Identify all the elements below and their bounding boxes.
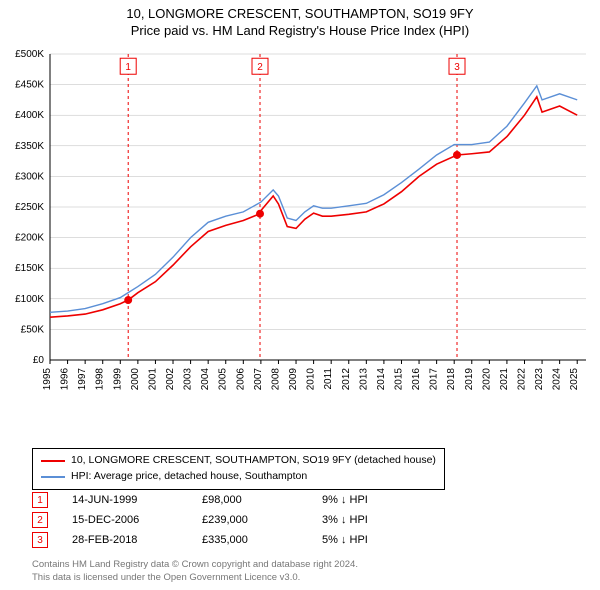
- svg-text:2015: 2015: [393, 368, 404, 391]
- svg-text:£250K: £250K: [15, 202, 44, 213]
- svg-text:1998: 1998: [95, 368, 106, 391]
- svg-text:2001: 2001: [147, 368, 158, 391]
- svg-text:2011: 2011: [323, 368, 334, 390]
- footer-line-2: This data is licensed under the Open Gov…: [32, 572, 358, 584]
- svg-text:1996: 1996: [60, 368, 71, 391]
- marker-diff-3: 5% ↓ HPI: [322, 534, 442, 546]
- svg-text:3: 3: [454, 62, 460, 73]
- svg-text:2004: 2004: [200, 368, 211, 391]
- svg-text:£450K: £450K: [15, 80, 44, 91]
- svg-text:£500K: £500K: [15, 49, 44, 60]
- marker-row-2: 2 15-DEC-2006 £239,000 3% ↓ HPI: [32, 510, 442, 530]
- svg-text:£50K: £50K: [21, 324, 45, 335]
- svg-text:2006: 2006: [235, 368, 246, 391]
- legend-row-hpi: HPI: Average price, detached house, Sout…: [41, 469, 436, 485]
- svg-text:1997: 1997: [77, 368, 88, 391]
- svg-text:2024: 2024: [552, 368, 563, 391]
- price-chart: £0£50K£100K£150K£200K£250K£300K£350K£400…: [50, 50, 590, 400]
- marker-row-3: 3 28-FEB-2018 £335,000 5% ↓ HPI: [32, 530, 442, 550]
- svg-text:2012: 2012: [341, 368, 352, 391]
- svg-text:2023: 2023: [534, 368, 545, 391]
- svg-text:2013: 2013: [358, 368, 369, 391]
- svg-text:2016: 2016: [411, 368, 422, 391]
- svg-text:£0: £0: [33, 355, 45, 366]
- svg-text:2007: 2007: [253, 368, 264, 391]
- marker-diff-2: 3% ↓ HPI: [322, 514, 442, 526]
- svg-text:2014: 2014: [376, 368, 387, 391]
- marker-date-1: 14-JUN-1999: [72, 494, 202, 506]
- svg-text:£100K: £100K: [15, 294, 44, 305]
- svg-text:2008: 2008: [270, 368, 281, 391]
- svg-text:2002: 2002: [165, 368, 176, 391]
- svg-text:2021: 2021: [499, 368, 510, 391]
- legend-swatch-hpi: [41, 476, 65, 478]
- marker-price-2: £239,000: [202, 514, 322, 526]
- svg-text:2025: 2025: [569, 368, 580, 391]
- footer: Contains HM Land Registry data © Crown c…: [32, 559, 358, 584]
- svg-text:1: 1: [125, 62, 131, 73]
- svg-text:2017: 2017: [429, 368, 440, 391]
- svg-text:2020: 2020: [481, 368, 492, 391]
- svg-text:£350K: £350K: [15, 141, 44, 152]
- svg-text:2018: 2018: [446, 368, 457, 391]
- svg-text:2005: 2005: [218, 368, 229, 391]
- svg-text:2003: 2003: [183, 368, 194, 391]
- title-block: 10, LONGMORE CRESCENT, SOUTHAMPTON, SO19…: [0, 0, 600, 40]
- marker-box-1: 1: [32, 492, 48, 508]
- marker-date-2: 15-DEC-2006: [72, 514, 202, 526]
- svg-text:£400K: £400K: [15, 110, 44, 121]
- svg-text:£150K: £150K: [15, 263, 44, 274]
- title-line-1: 10, LONGMORE CRESCENT, SOUTHAMPTON, SO19…: [0, 6, 600, 23]
- marker-row-1: 1 14-JUN-1999 £98,000 9% ↓ HPI: [32, 490, 442, 510]
- marker-date-3: 28-FEB-2018: [72, 534, 202, 546]
- title-line-2: Price paid vs. HM Land Registry's House …: [0, 23, 600, 40]
- marker-price-1: £98,000: [202, 494, 322, 506]
- marker-box-2: 2: [32, 512, 48, 528]
- marker-price-3: £335,000: [202, 534, 322, 546]
- svg-text:2019: 2019: [464, 368, 475, 391]
- footer-line-1: Contains HM Land Registry data © Crown c…: [32, 559, 358, 571]
- svg-text:2022: 2022: [516, 368, 527, 391]
- svg-text:1995: 1995: [42, 368, 53, 391]
- svg-text:£200K: £200K: [15, 233, 44, 244]
- svg-text:2009: 2009: [288, 368, 299, 391]
- svg-text:2010: 2010: [306, 368, 317, 391]
- svg-text:2000: 2000: [130, 368, 141, 391]
- legend-swatch-property: [41, 460, 65, 462]
- legend: 10, LONGMORE CRESCENT, SOUTHAMPTON, SO19…: [32, 448, 445, 490]
- svg-text:2: 2: [257, 62, 263, 73]
- legend-label-hpi: HPI: Average price, detached house, Sout…: [71, 469, 307, 485]
- chart-container: 10, LONGMORE CRESCENT, SOUTHAMPTON, SO19…: [0, 0, 600, 590]
- legend-label-property: 10, LONGMORE CRESCENT, SOUTHAMPTON, SO19…: [71, 453, 436, 469]
- legend-row-property: 10, LONGMORE CRESCENT, SOUTHAMPTON, SO19…: [41, 453, 436, 469]
- markers-table: 1 14-JUN-1999 £98,000 9% ↓ HPI 2 15-DEC-…: [32, 490, 442, 550]
- svg-text:1999: 1999: [112, 368, 123, 391]
- svg-text:£300K: £300K: [15, 171, 44, 182]
- marker-box-3: 3: [32, 532, 48, 548]
- marker-diff-1: 9% ↓ HPI: [322, 494, 442, 506]
